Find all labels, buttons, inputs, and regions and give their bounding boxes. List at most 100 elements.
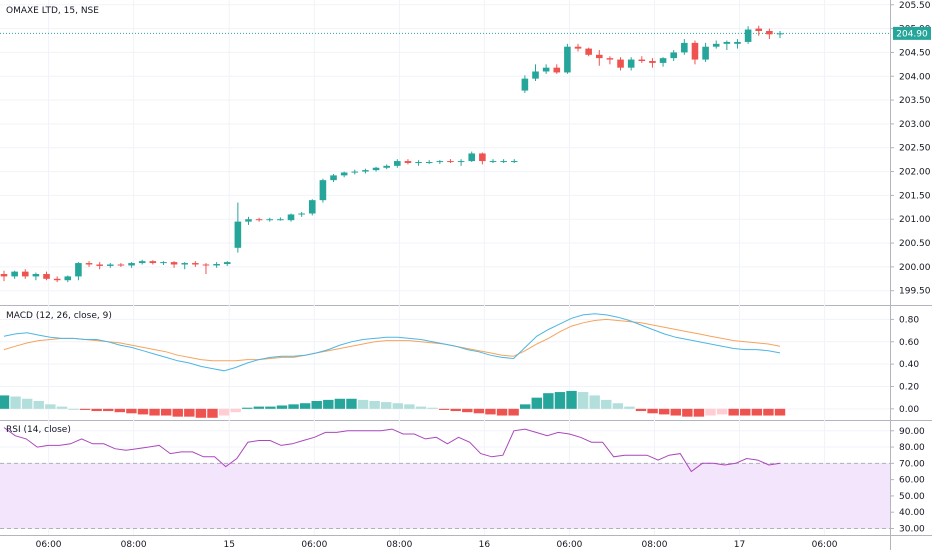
candle [170, 261, 178, 268]
candle [21, 269, 29, 279]
candle [138, 259, 146, 265]
rsi-line [3, 427, 781, 473]
candle-body [234, 221, 242, 248]
rsi-tick-label: 30.00 [899, 524, 925, 534]
macd-line [3, 313, 781, 372]
macd-histogram-bar [485, 408, 496, 415]
candle [96, 262, 103, 270]
macd-histogram-bar [56, 406, 68, 409]
macd-tick-label: 0.80 [899, 315, 919, 325]
macd-histogram-bar [496, 408, 508, 416]
candle [223, 261, 231, 266]
candle-body [277, 219, 284, 221]
macd-histogram-bar [531, 397, 542, 409]
candle [394, 159, 401, 168]
macd-histogram-bar [508, 408, 519, 416]
candle-body [383, 165, 390, 168]
macd-histogram-bar [311, 401, 322, 409]
candle [181, 262, 189, 270]
candle [192, 261, 199, 267]
candle [234, 202, 242, 253]
macd-histogram-bar [0, 395, 10, 409]
candle [202, 263, 210, 275]
macd-histogram-bar [774, 408, 786, 416]
candle [553, 64, 561, 74]
candle [149, 260, 157, 265]
candle [330, 173, 337, 183]
macd-histogram-bar [658, 408, 670, 415]
macd-histogram-bar [114, 408, 126, 413]
price-axis[interactable]: 199.50 200.00 200.50 201.00 201.50 202.00 202.… [890, 1, 931, 535]
price-tick-label: 203.50 [899, 96, 931, 106]
macd-histogram-bar [33, 401, 44, 409]
macd-histogram-bar [218, 408, 230, 416]
macd-histogram-bar [612, 403, 624, 409]
candle-body [776, 33, 784, 35]
price-tick-label: 204.50 [899, 48, 931, 58]
macd-histogram-bar [438, 408, 450, 410]
price-tick-label: 204.00 [899, 72, 931, 82]
macd-histogram-bar [462, 408, 473, 413]
candle [85, 261, 93, 267]
price-tick-label: 200.50 [899, 239, 931, 249]
candle-body [362, 170, 369, 172]
candle-body [372, 167, 380, 171]
rsi-legend[interactable]: RSI (14, close) [6, 425, 71, 435]
candle-body [170, 262, 178, 265]
macd-histogram-bar [728, 408, 739, 416]
macd-histogram-bar [253, 406, 265, 409]
candle [712, 40, 720, 49]
price-tick-label: 200.00 [899, 263, 931, 273]
macd-histogram-bar [635, 408, 647, 412]
candle [606, 56, 614, 65]
candle [489, 159, 497, 163]
candle-body [542, 67, 550, 72]
candle [372, 166, 380, 172]
macd-histogram-bar [369, 401, 380, 409]
candle [500, 159, 507, 163]
candle [245, 216, 252, 225]
signal-line [3, 318, 781, 362]
macd-histogram-bar [91, 408, 102, 412]
macd-legend[interactable]: MACD (12, 26, close, 9) [6, 311, 112, 321]
price-tick-label: 205.50 [899, 1, 931, 11]
time-tick-label: 08:00 [642, 540, 668, 550]
macd-tick-label: 0.40 [899, 360, 919, 370]
price-tick-label: 202.50 [899, 144, 931, 154]
candle-body [266, 219, 274, 221]
macd-histogram-bar [21, 398, 33, 409]
candle-body [585, 48, 592, 55]
candle-body [766, 30, 773, 35]
candle-body [117, 264, 125, 266]
macd-histogram-bar [716, 408, 728, 415]
main-legend[interactable]: OMAXE LTD, 15, NSE [6, 6, 99, 16]
time-tick-label: 06:00 [556, 540, 582, 550]
macd-histogram-bar [577, 392, 589, 409]
candle-body [181, 263, 189, 265]
candle [691, 40, 699, 65]
candle-body [11, 271, 18, 277]
candle-body [627, 59, 635, 68]
candle-body [223, 262, 231, 265]
candle-body [574, 46, 582, 49]
macd-histogram-bar [346, 398, 357, 409]
time-axis[interactable]: 06:00 08:00 15 06:00 08:00 16 06:00 08:00 17 06:0… [36, 540, 838, 550]
last-price-label: 204.90 [896, 29, 928, 39]
time-tick-label: 08:00 [121, 540, 147, 550]
candle [447, 159, 454, 163]
macd-tick-label: 0.60 [899, 338, 919, 348]
candle [617, 57, 624, 71]
time-tick-label: 06:00 [812, 540, 838, 550]
candle-body [723, 41, 731, 44]
candle [542, 64, 550, 74]
rsi-band-fill [0, 463, 890, 529]
candle [595, 50, 603, 66]
macd-histogram-bar [137, 408, 149, 415]
candle-body [489, 161, 497, 163]
macd-histogram-bar [195, 408, 207, 418]
candle [319, 178, 327, 203]
candle-body [340, 172, 348, 176]
candle-body [0, 274, 8, 277]
